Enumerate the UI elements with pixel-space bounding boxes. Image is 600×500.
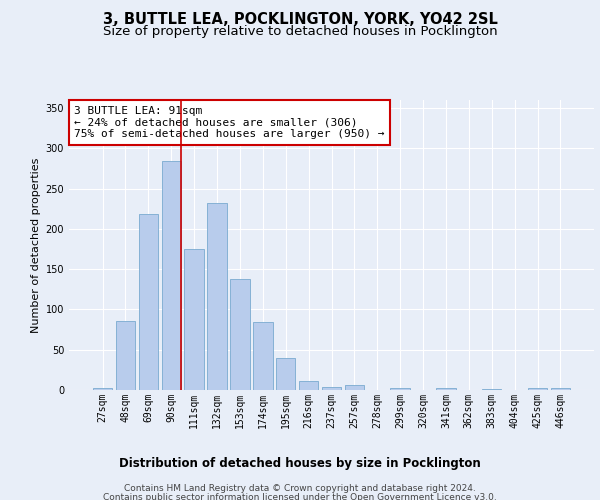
Text: Distribution of detached houses by size in Pocklington: Distribution of detached houses by size …: [119, 458, 481, 470]
Y-axis label: Number of detached properties: Number of detached properties: [31, 158, 41, 332]
Bar: [93, 388, 112, 390]
Bar: [299, 381, 319, 390]
Bar: [391, 388, 410, 390]
Text: 3, BUTTLE LEA, POCKLINGTON, YORK, YO42 2SL: 3, BUTTLE LEA, POCKLINGTON, YORK, YO42 2…: [103, 12, 497, 28]
Bar: [482, 389, 502, 390]
Bar: [161, 161, 181, 390]
Text: Contains HM Land Registry data © Crown copyright and database right 2024.: Contains HM Land Registry data © Crown c…: [124, 484, 476, 493]
Bar: [139, 214, 158, 390]
Text: Contains public sector information licensed under the Open Government Licence v3: Contains public sector information licen…: [103, 493, 497, 500]
Bar: [230, 279, 250, 390]
Bar: [344, 385, 364, 390]
Bar: [208, 203, 227, 390]
Bar: [528, 388, 547, 390]
Text: Size of property relative to detached houses in Pocklington: Size of property relative to detached ho…: [103, 25, 497, 38]
Bar: [551, 388, 570, 390]
Bar: [276, 358, 295, 390]
Bar: [253, 322, 272, 390]
Bar: [322, 387, 341, 390]
Bar: [436, 388, 455, 390]
Bar: [116, 320, 135, 390]
Text: 3 BUTTLE LEA: 91sqm
← 24% of detached houses are smaller (306)
75% of semi-detac: 3 BUTTLE LEA: 91sqm ← 24% of detached ho…: [74, 106, 385, 139]
Bar: [184, 249, 204, 390]
